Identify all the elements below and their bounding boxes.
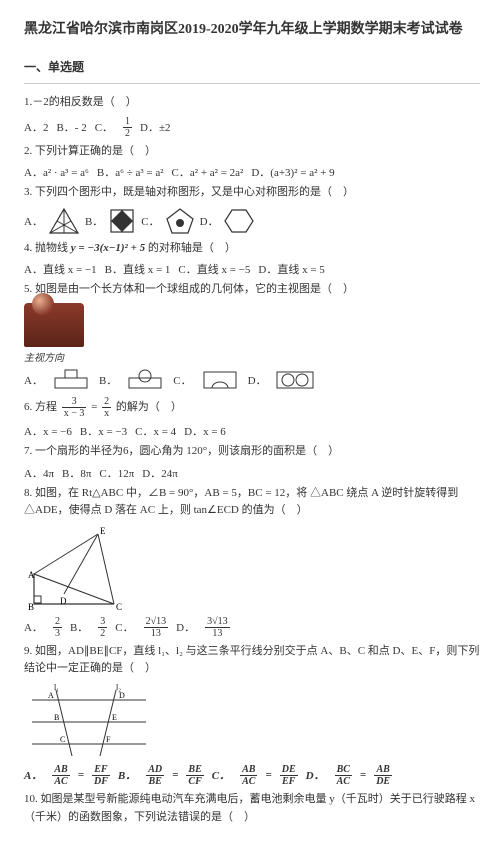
view-d-icon	[273, 368, 317, 392]
question-5-stem: 5. 如图是由一个长方体和一个球组成的几何体，它的主视图是（ ）	[24, 281, 480, 299]
view-c-icon	[198, 368, 242, 392]
question-6-options: A．x = −6 B．x = −3 C．x = 4 D．x = 6	[24, 423, 480, 439]
svg-text:E: E	[112, 713, 117, 722]
opt-c: C．12π	[99, 465, 134, 481]
question-4-options: A．直线 x = −1 B．直线 x = 1 C．直线 x = −5 D．直线 …	[24, 261, 480, 277]
question-2-options: A．a² · a³ = a⁶ B．a⁶ ÷ a³ = a² C．a² + a² …	[24, 164, 480, 180]
triangle-icon	[47, 206, 81, 236]
opt-b: B．a⁶ ÷ a³ = a²	[97, 164, 164, 180]
view-b-icon	[123, 368, 167, 392]
hexagon-icon	[223, 206, 255, 236]
opt-c: C．	[115, 619, 133, 635]
opt-b: B．- 2	[56, 119, 86, 135]
question-1-stem: 1.－2的相反数是（ ）	[24, 94, 480, 112]
question-3-stem: 3. 下列四个图形中，既是轴对称图形，又是中心对称图形的是（ ）	[24, 184, 480, 202]
opt-d: D．	[306, 767, 325, 783]
svg-text:D: D	[119, 691, 125, 700]
opt-b: B．8π	[62, 465, 91, 481]
view-direction-label: 主视方向	[24, 349, 480, 364]
svg-text:B: B	[28, 602, 34, 612]
eq-left-frac: 3 x − 3	[62, 396, 87, 419]
parallel-lines-figure: l₁ l₂ A D B E C F	[24, 682, 154, 762]
svg-text:A: A	[48, 691, 54, 700]
opt-a: A．	[24, 767, 42, 783]
svg-text:B: B	[54, 713, 59, 722]
square-diamond-icon	[107, 206, 137, 236]
question-10-stem: 10. 如图是某型号新能源纯电动汽车充满电后，蓄电池剩余电量 y（千瓦时）关于已…	[24, 791, 480, 826]
question-7-stem: 7. 一个扇形的半径为6，圆心角为 120°，则该扇形的面积是（ ）	[24, 443, 480, 461]
opt-a: A．	[24, 619, 43, 635]
question-6-stem: 6. 方程 3 x − 3 = 2 x 的解为（ ）	[24, 396, 480, 419]
question-9-stem: 9. 如图，AD∥BE∥CF，直线 l₁、l₂ 与这三条平行线分别交于点 A、B…	[24, 643, 480, 678]
opt-a: A．a² · a³ = a⁶	[24, 164, 89, 180]
opt-c: C．x = 4	[135, 423, 176, 439]
opt-c: C．	[173, 372, 191, 388]
section-heading: 一、单选题	[24, 58, 480, 75]
opt-a: A．	[24, 372, 43, 388]
question-2-stem: 2. 下列计算正确的是（ ）	[24, 143, 480, 161]
opt-d: D．	[176, 619, 195, 635]
svg-text:A: A	[28, 570, 35, 580]
opt-d: D．(a+3)² = a² + 9	[251, 164, 334, 180]
question-9-options: A． ABAC=EFDF B． ADBE=BECF C． ABAC=DEEF D…	[24, 764, 480, 787]
question-5-options: A． B． C． D．	[24, 368, 480, 392]
opt-b: B．直线 x = 1	[105, 261, 171, 277]
opt-d: D．24π	[142, 465, 178, 481]
opt-d: D．直线 x = 5	[258, 261, 324, 277]
question-3-shapes: A． B． C． D．	[24, 206, 480, 236]
question-8-stem: 8. 如图，在 Rt△ABC 中，∠B = 90°，AB = 5，BC = 12…	[24, 485, 480, 520]
opt-c: C．	[95, 119, 113, 135]
svg-text:E: E	[100, 526, 106, 536]
page-title: 黑龙江省哈尔滨市南岗区2019-2020学年九年级上学期数学期末考试试卷	[24, 18, 480, 38]
opt-b: B．	[70, 619, 88, 635]
view-a-icon	[49, 368, 93, 392]
pentagon-icon	[164, 206, 196, 236]
svg-text:C: C	[116, 602, 122, 612]
question-7-options: A．4π B．8π C．12π D．24π	[24, 465, 480, 481]
parabola-expr: y = −3(x−1)² + 5	[71, 242, 145, 254]
opt-b: B．	[99, 372, 117, 388]
opt-b: B．x = −3	[80, 423, 127, 439]
svg-text:l₁: l₁	[54, 683, 59, 692]
opt-a: A．2	[24, 119, 48, 135]
opt-c: C．	[141, 213, 159, 229]
opt-a: A．x = −6	[24, 423, 72, 439]
opt-d: D．±2	[140, 119, 170, 135]
opt-c: C．a² + a² = 2a²	[172, 164, 244, 180]
eq-right-frac: 2 x	[102, 396, 111, 419]
question-1-options: A．2 B．- 2 C． 1 2 D．±2	[24, 116, 480, 139]
opt-d: D．	[248, 372, 267, 388]
opt-b: B．	[85, 213, 103, 229]
opt-c-frac: 1 2	[123, 116, 132, 139]
svg-text:F: F	[106, 735, 111, 744]
triangle-rotation-figure: A B C D E	[24, 524, 144, 614]
svg-text:D: D	[60, 596, 67, 606]
opt-c: C．直线 x = −5	[178, 261, 250, 277]
question-4-stem: 4. 抛物线 y = −3(x−1)² + 5 的对称轴是（ ）	[24, 240, 480, 258]
opt-c: C．	[212, 767, 230, 783]
opt-d: D．	[200, 213, 219, 229]
svg-text:C: C	[60, 735, 65, 744]
divider	[24, 83, 480, 84]
solid-figure: 主视方向	[24, 303, 480, 364]
opt-d: D．x = 6	[184, 423, 226, 439]
question-8-options: A． 23 B． 32 C． 2√1313 D． 3√1313	[24, 616, 480, 639]
opt-b: B．	[118, 767, 136, 783]
opt-a: A．	[24, 213, 43, 229]
opt-a: A．直线 x = −1	[24, 261, 97, 277]
opt-a: A．4π	[24, 465, 54, 481]
